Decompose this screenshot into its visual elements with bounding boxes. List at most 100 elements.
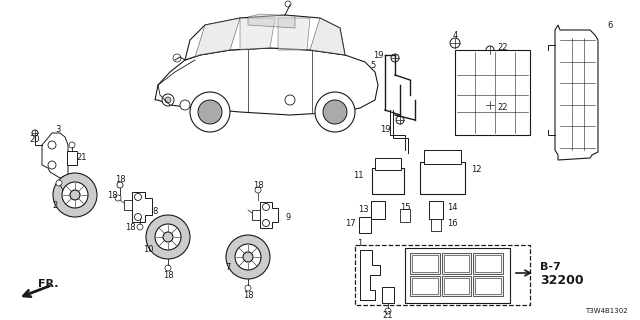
Text: 16: 16: [447, 220, 458, 228]
Circle shape: [163, 232, 173, 242]
Polygon shape: [310, 18, 345, 55]
Text: 2: 2: [52, 201, 58, 210]
Bar: [431, 219, 441, 231]
Text: 18: 18: [125, 222, 135, 231]
Circle shape: [486, 101, 494, 109]
Text: 5: 5: [371, 60, 376, 69]
Circle shape: [70, 190, 80, 200]
Text: 1: 1: [357, 238, 363, 247]
Text: 4: 4: [452, 30, 458, 39]
Bar: [67, 151, 77, 165]
Circle shape: [180, 100, 190, 110]
Bar: [429, 201, 443, 219]
Circle shape: [245, 285, 251, 291]
Circle shape: [134, 194, 141, 201]
Circle shape: [396, 116, 404, 124]
Circle shape: [155, 224, 181, 250]
Circle shape: [486, 46, 494, 54]
Text: 13: 13: [358, 205, 368, 214]
Circle shape: [165, 265, 171, 271]
Bar: [474, 253, 503, 274]
Text: B-7: B-7: [540, 262, 561, 272]
Polygon shape: [132, 192, 152, 222]
Bar: [359, 217, 371, 233]
Bar: [355, 245, 530, 305]
Circle shape: [285, 1, 291, 7]
Circle shape: [285, 95, 295, 105]
Text: 18: 18: [107, 190, 117, 199]
Text: 32200: 32200: [540, 274, 584, 286]
Bar: [400, 209, 410, 221]
Polygon shape: [360, 250, 380, 300]
Bar: [455, 50, 530, 135]
Bar: [405, 248, 510, 303]
Text: 21: 21: [77, 154, 87, 163]
Circle shape: [323, 100, 347, 124]
Circle shape: [62, 182, 88, 208]
Text: 22: 22: [498, 44, 508, 52]
Circle shape: [162, 94, 174, 106]
Text: 14: 14: [447, 203, 457, 212]
Text: 17: 17: [345, 220, 355, 228]
Bar: [442, 276, 471, 296]
Bar: [372, 168, 404, 194]
Bar: [424, 150, 461, 164]
Circle shape: [262, 204, 269, 211]
Text: 18: 18: [253, 180, 263, 189]
Text: 12: 12: [471, 165, 481, 174]
Circle shape: [32, 130, 38, 136]
Polygon shape: [185, 15, 345, 60]
Text: 15: 15: [400, 203, 410, 212]
Bar: [410, 276, 440, 296]
Text: 22: 22: [498, 103, 508, 113]
Bar: [252, 210, 260, 220]
Text: 6: 6: [607, 20, 612, 29]
Bar: [412, 277, 438, 294]
Circle shape: [262, 220, 269, 227]
Bar: [444, 277, 469, 294]
Text: 21: 21: [383, 310, 393, 319]
Polygon shape: [195, 18, 240, 57]
Bar: [375, 158, 401, 170]
Polygon shape: [260, 202, 278, 228]
Circle shape: [391, 54, 399, 62]
Bar: [382, 287, 394, 303]
Circle shape: [190, 92, 230, 132]
Bar: [371, 201, 385, 219]
Text: 7: 7: [225, 263, 230, 273]
Circle shape: [243, 252, 253, 262]
Text: 8: 8: [152, 207, 157, 217]
Circle shape: [69, 142, 75, 148]
Polygon shape: [155, 48, 378, 115]
Text: 19: 19: [372, 51, 383, 60]
Circle shape: [315, 92, 355, 132]
Polygon shape: [248, 14, 295, 28]
Bar: [444, 255, 469, 271]
Circle shape: [226, 235, 270, 279]
Polygon shape: [555, 25, 598, 160]
Text: FR.: FR.: [38, 279, 58, 289]
Bar: [476, 255, 501, 271]
Text: 10: 10: [143, 245, 153, 254]
Circle shape: [56, 180, 62, 186]
Polygon shape: [42, 133, 68, 178]
Text: 9: 9: [285, 213, 291, 222]
Circle shape: [48, 161, 56, 169]
Circle shape: [173, 54, 181, 62]
Text: 18: 18: [243, 291, 253, 300]
Circle shape: [255, 187, 261, 193]
Text: T3W4B1302: T3W4B1302: [586, 308, 628, 314]
Bar: [420, 162, 465, 194]
Bar: [124, 200, 132, 210]
Circle shape: [198, 100, 222, 124]
Bar: [410, 253, 440, 274]
Bar: [442, 253, 471, 274]
Circle shape: [165, 97, 171, 103]
Circle shape: [53, 173, 97, 217]
Circle shape: [117, 182, 123, 188]
Bar: [412, 255, 438, 271]
Circle shape: [235, 244, 261, 270]
Polygon shape: [240, 18, 275, 50]
Text: 19: 19: [380, 125, 390, 134]
Bar: [474, 276, 503, 296]
